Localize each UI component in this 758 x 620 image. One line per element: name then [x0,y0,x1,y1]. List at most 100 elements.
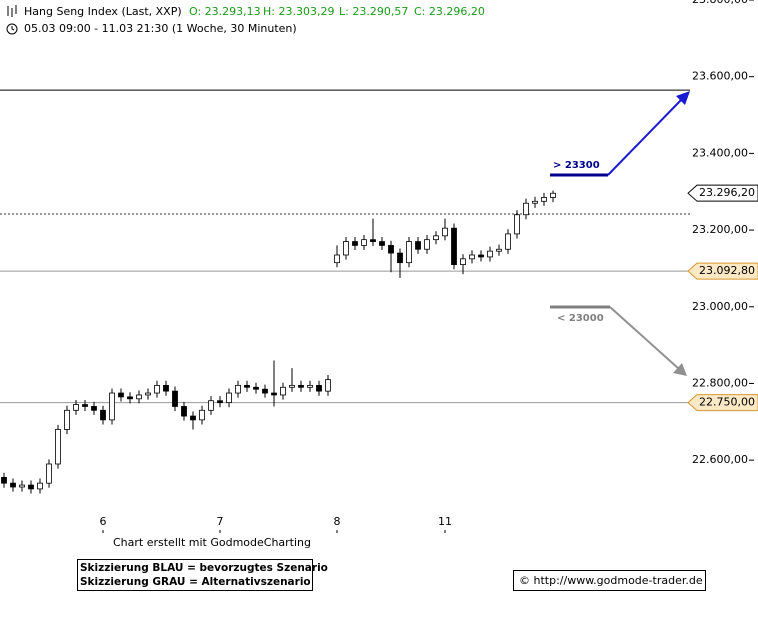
candle-body [28,484,34,490]
candle-body [478,254,484,258]
plot-area: 22.600,00 22.800,00 23.000,00 23.200,00 23.4… [0,0,758,533]
candle-body [46,463,52,484]
candle-body [352,241,358,246]
candle-body [424,239,430,250]
x-tick-label: 6 [100,515,107,528]
candle-body [109,392,115,421]
candle-body [163,384,169,392]
candle-body [280,386,286,396]
candle-body [190,415,196,421]
legend-line: Skizzierung BLAU = bevorzugtes Szenario [80,562,328,574]
candle-body [253,386,259,390]
y-tick-label: 23.800,00 [692,0,748,6]
y-tick-label: 23.600,00 [692,70,748,83]
candle-body [316,384,322,392]
candle-body [298,384,304,388]
candle-body [55,429,61,465]
scenario-gray: < 23000 [550,305,687,376]
chart-subtitle: 05.03 09:00 - 11.03 21:30 (1 Woche, 30 M… [24,22,297,35]
candle-body [505,233,511,250]
candle-body [64,409,70,430]
chart-title: Hang Seng Index (Last, XXP) [24,5,182,18]
x-tick-label: 8 [334,515,341,528]
candle-body [235,384,241,394]
credit: Chart erstellt mit GodmodeCharting [113,536,311,549]
chart-icon [7,5,17,17]
candle-body [199,409,205,421]
candle-body [154,384,160,394]
candle-body [514,214,520,235]
candle-body [37,482,43,490]
level-box-label: 22.750,00 [699,396,755,409]
candle-body [370,239,376,242]
candle-body [541,197,547,202]
candle-body [442,227,448,237]
candle-body [91,406,97,411]
candle-body [451,227,457,265]
copyright-box [513,570,706,591]
candle-body [397,252,403,264]
candle-body [307,384,313,388]
ohlc-close: C: 23.296,20 [414,5,485,18]
x-tick-label: 7 [217,515,224,528]
candle-body [550,192,556,198]
y-tick-label: 23.400,00 [692,146,748,159]
candle-body [181,406,187,417]
candle-body [361,239,367,246]
legend-line: Skizzierung GRAU = Alternativszenario [80,576,311,588]
price-box-label: 23.296,20 [699,186,755,199]
y-tick-label: 23.200,00 [692,223,748,236]
candle-body [136,394,142,400]
level-box-label: 23.092,80 [699,264,755,277]
candle-body [289,384,295,388]
header: Hang Seng Index (Last, XXP) O: 23.293,13… [6,5,485,35]
candle-body [325,379,331,392]
candle-body [532,200,538,204]
candle-body [82,404,88,407]
candle-body [1,477,7,484]
candle-body [19,484,25,488]
candle-body [433,235,439,241]
candle-body [487,250,493,258]
candle-body [118,392,124,398]
candle-body [145,392,151,396]
clock-icon [6,23,18,35]
candle-body [496,248,502,252]
candle-body [406,241,412,264]
copyright: © http://www.godmode-trader.de [519,574,703,587]
annotation: < 23000 [557,313,604,324]
annotation: > 23300 [553,160,600,171]
y-tick-label: 22.600,00 [692,453,748,466]
candle-body [469,254,475,260]
legend-box [77,559,313,591]
candle-body [379,241,385,246]
y-tick-label: 23.000,00 [692,300,748,313]
candle-body [73,404,79,411]
candle-body [172,390,178,407]
price-box [687,184,758,202]
ohlc-high: H: 23.303,29 [263,5,334,18]
candle-body [217,400,223,404]
candle-body [343,241,349,256]
candle-body [523,202,529,216]
x-tick-label: 11 [438,515,452,528]
level-box [687,262,758,280]
level-box [687,394,758,412]
ohlc-open: O: 23.293,13 [189,5,261,18]
y-tick-label: 22.800,00 [692,376,748,389]
candle-body [271,392,277,396]
candle-body [388,245,394,254]
candle-body [244,384,250,388]
candle-body [334,254,340,264]
candle-body [127,396,133,400]
candle-body [226,392,232,404]
scenario-blue: > 23300 [550,91,690,177]
clock-hand [11,26,15,31]
candle-body [460,258,466,265]
candle-body [415,241,421,250]
candle-body [100,409,106,421]
candle-body [10,482,16,488]
candle-body [208,400,214,411]
candle-body [262,388,268,394]
